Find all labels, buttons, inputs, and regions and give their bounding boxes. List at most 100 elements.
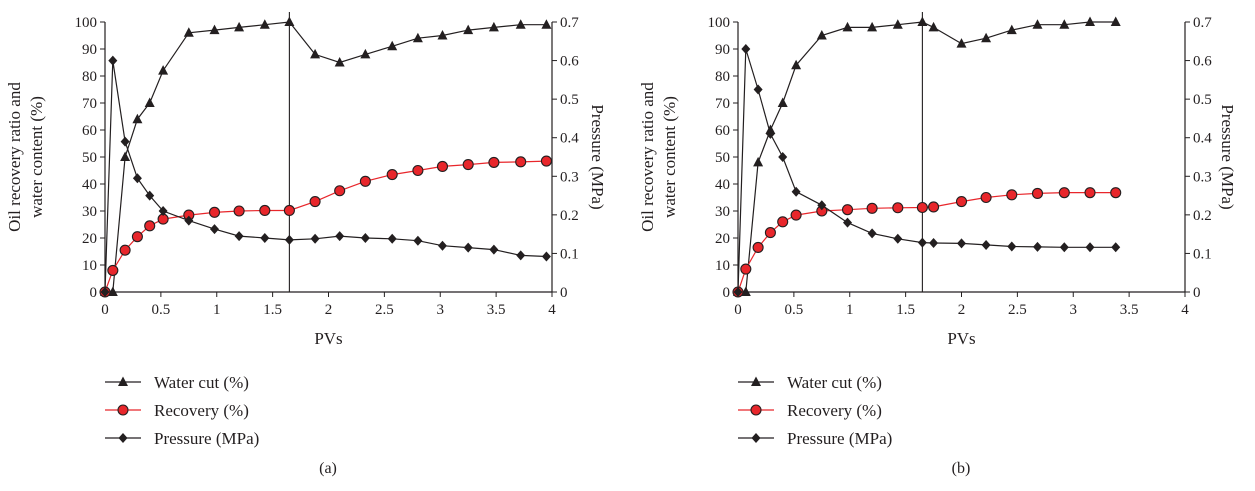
y2-tick-label: 0.4	[560, 131, 579, 147]
pressure-point	[753, 84, 763, 95]
y2-tick-label: 0.6	[1193, 54, 1212, 70]
y-tick-label: 70	[715, 96, 730, 112]
pressure-point	[516, 250, 526, 261]
recovery-point	[841, 204, 854, 216]
y-tick-label: 50	[82, 150, 97, 166]
y-tick-label: 0	[90, 285, 98, 301]
pressure-point	[1059, 242, 1069, 253]
pressure-point	[463, 242, 473, 253]
water-cut-point	[1059, 19, 1070, 29]
water-cut-point	[956, 38, 967, 48]
recovery-point	[1006, 189, 1018, 201]
x-tick-label: 1	[846, 302, 854, 318]
chart-a: 0 0.5 1 1.5 2 2.5 3 3.5 401020304050607080901000…	[5, 12, 607, 477]
recovery-point	[1031, 187, 1044, 199]
pressure-point	[778, 152, 788, 162]
pressure-point	[310, 233, 320, 244]
recovery-point	[436, 160, 449, 172]
legend-pressure-marker	[751, 433, 761, 443]
y-tick-label: 100	[708, 15, 731, 31]
water-cut-point	[753, 156, 764, 167]
recovery-point	[752, 241, 764, 253]
pressure-point	[132, 173, 142, 184]
recovery-series-line	[104, 160, 547, 293]
panel-caption: (a)	[319, 460, 337, 477]
water-cut-point	[412, 32, 423, 43]
pressure-point	[1032, 241, 1042, 252]
y2-tick-label: 0	[1193, 285, 1201, 301]
recovery-point	[334, 185, 346, 197]
x-tick-label: 3.5	[1120, 302, 1139, 318]
legend-water-cut-marker	[118, 376, 128, 386]
y2-tick-label: 0.1	[560, 246, 579, 262]
x-tick-label: 1.5	[896, 302, 915, 318]
x-tick-label: 2	[958, 302, 966, 318]
y-tick-label: 10	[715, 258, 730, 274]
y-tick-label: 20	[82, 231, 97, 247]
x-tick-label: 1	[213, 302, 221, 318]
legend-pressure-marker	[118, 433, 128, 443]
water-cut-point	[1110, 16, 1121, 26]
legend-recovery-label: Recovery (%)	[787, 401, 882, 420]
water-cut-point	[892, 19, 903, 29]
pressure-point	[1111, 242, 1121, 253]
pressure-point	[741, 44, 751, 54]
legend-water-cut-label: Water cut (%)	[154, 373, 249, 392]
water-cut-point	[488, 21, 499, 32]
pressure-point	[413, 235, 423, 246]
y-tick-label: 0	[723, 285, 731, 301]
x-axis-title: PVs	[314, 329, 342, 348]
y-tick-label: 30	[82, 204, 97, 220]
x-tick-label: 4	[548, 302, 556, 318]
legend-water-cut-marker	[751, 376, 761, 386]
water-cut-point	[740, 286, 751, 296]
x-tick-label: 0	[734, 302, 742, 318]
y2-tick-label: 0.4	[1193, 131, 1212, 147]
pressure-point	[335, 231, 345, 242]
water-cut-point	[1032, 19, 1043, 29]
pressure-point	[733, 287, 743, 297]
x-tick-label: 0.5	[152, 302, 171, 318]
pressure-point	[867, 228, 877, 239]
water-cut-point	[360, 48, 371, 59]
recovery-point	[131, 231, 143, 243]
x-tick-label: 1.5	[263, 302, 282, 318]
pressure-point	[184, 215, 194, 226]
pressure-point	[100, 287, 110, 297]
pressure-series-line	[104, 60, 547, 293]
x-tick-label: 3	[437, 302, 445, 318]
water-cut-point	[842, 21, 853, 32]
pressure-point	[260, 233, 270, 243]
recovery-point	[515, 156, 527, 168]
water-cut-point	[183, 27, 194, 37]
water-cut-point	[541, 19, 552, 29]
water-cut-point	[1085, 16, 1096, 26]
recovery-point	[386, 169, 398, 181]
y-tick-label: 60	[715, 123, 730, 139]
y2-tick-label: 0.5	[560, 92, 579, 108]
water-cut-point	[816, 30, 827, 40]
water-cut-point	[107, 286, 118, 296]
legend-recovery-label: Recovery (%)	[154, 401, 249, 420]
water-cut-point	[334, 57, 345, 67]
pressure-point	[817, 200, 827, 211]
pressure-point	[1085, 242, 1095, 253]
x-tick-label: 4	[1181, 302, 1189, 318]
pressure-point	[437, 240, 447, 251]
recovery-point	[980, 191, 992, 204]
pressure-point	[893, 233, 903, 244]
pressure-point	[791, 186, 801, 197]
recovery-point	[259, 204, 271, 217]
water-cut-series-line	[105, 21, 547, 293]
y2-tick-label: 0.2	[1193, 208, 1212, 224]
pressure-point	[917, 237, 927, 248]
legend-pressure-label: Pressure (MPa)	[787, 429, 892, 448]
recovery-point	[540, 155, 552, 167]
y2-tick-label: 0.1	[1193, 246, 1212, 262]
y-axis-title-line: water content (%)	[27, 96, 46, 218]
y-tick-label: 80	[715, 69, 730, 85]
y2-tick-label: 0	[560, 285, 568, 301]
water-cut-point	[437, 30, 448, 40]
recovery-point	[1058, 187, 1070, 199]
